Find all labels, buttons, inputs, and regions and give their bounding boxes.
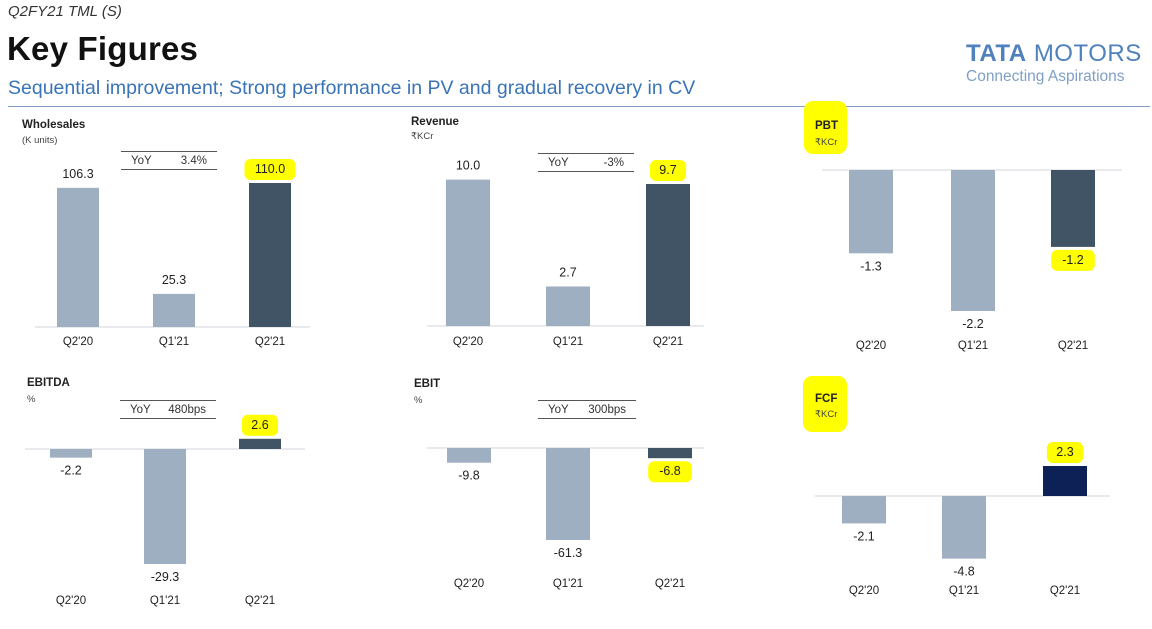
fcf-category-label-1: Q1'21 xyxy=(949,585,979,597)
ebitda-bar-2 xyxy=(239,438,281,449)
ebitda-category-label-1: Q1'21 xyxy=(150,595,180,607)
ebitda-value-label-2: 2.6 xyxy=(251,418,268,432)
revenue-category-label-1: Q1'21 xyxy=(553,336,583,348)
wholesales-category-label-1: Q1'21 xyxy=(159,336,189,348)
pbt-label-highlight-2 xyxy=(1051,249,1095,271)
fcf-title-highlight xyxy=(803,376,847,432)
revenue-bar-0 xyxy=(446,179,490,326)
ebit-category-label-0: Q2'20 xyxy=(454,578,484,590)
wholesales-title: Wholesales xyxy=(22,119,86,131)
revenue-title: Revenue xyxy=(411,116,459,128)
fcf-bar-2 xyxy=(1043,466,1087,496)
pbt-category-label-2: Q2'21 xyxy=(1058,340,1088,352)
ebitda-category-label-0: Q2'20 xyxy=(56,595,86,607)
fcf-value-label-1: -4.8 xyxy=(953,565,975,579)
revenue-yoy-box: YoY -3% xyxy=(538,153,634,172)
fcf-category-label-2: Q2'21 xyxy=(1050,585,1080,597)
ebit-category-label-1: Q1'21 xyxy=(553,578,583,590)
yoy-label: YoY xyxy=(130,404,151,416)
pbt-value-label-1: -2.2 xyxy=(962,317,984,331)
fcf-category-label-0: Q2'20 xyxy=(849,585,879,597)
fcf-bar-0 xyxy=(842,496,886,524)
ebit-title: EBIT xyxy=(414,378,441,390)
logo-brand-bold: TATA xyxy=(966,40,1027,67)
pbt-bar-2 xyxy=(1051,170,1095,247)
wholesales-category-label-2: Q2'21 xyxy=(255,336,285,348)
tata-motors-logo: TATA MOTORS xyxy=(966,40,1142,68)
ebitda-title: EBITDA xyxy=(27,377,70,389)
yoy-label: YoY xyxy=(548,404,569,416)
wholesales-unit: (K units) xyxy=(22,135,58,146)
pbt-value-label-2: -1.2 xyxy=(1062,253,1084,267)
wholesales-bar-2 xyxy=(249,183,291,327)
ebitda-unit: % xyxy=(27,394,36,405)
revenue-category-label-0: Q2'20 xyxy=(453,336,483,348)
ebit-value-label-2: -6.8 xyxy=(659,464,681,478)
revenue-value-label-2: 9.7 xyxy=(659,163,676,177)
pbt-bar-0 xyxy=(849,170,893,254)
ebit-label-highlight-2 xyxy=(648,461,692,483)
yoy-value: 480bps xyxy=(168,404,206,416)
ebit-value-label-1: -61.3 xyxy=(554,546,583,560)
wholesales-category-label-0: Q2'20 xyxy=(63,336,93,348)
ebit-bar-0 xyxy=(447,448,491,463)
fcf-value-label-2: 2.3 xyxy=(1056,445,1073,459)
revenue-value-label-0: 10.0 xyxy=(456,159,480,173)
pbt-category-label-1: Q1'21 xyxy=(958,340,988,352)
ebit-category-label-2: Q2'21 xyxy=(655,578,685,590)
yoy-label: YoY xyxy=(131,155,152,167)
revenue-bar-1 xyxy=(546,286,590,326)
report-tag: Q2FY21 TML (S) xyxy=(8,3,122,20)
pbt-unit: ₹KCr xyxy=(815,137,838,148)
fcf-bar-1 xyxy=(942,496,986,559)
revenue-label-highlight-2 xyxy=(649,160,687,181)
revenue-value-label-1: 2.7 xyxy=(559,265,576,279)
wholesales-value-label-2: 110.0 xyxy=(255,162,285,176)
pbt-category-label-0: Q2'20 xyxy=(856,340,886,352)
fcf-unit: ₹KCr xyxy=(815,409,838,420)
pbt-value-label-0: -1.3 xyxy=(860,259,882,273)
revenue-category-label-2: Q2'21 xyxy=(653,336,683,348)
yoy-value: 3.4% xyxy=(180,155,207,167)
ebit-bar-1 xyxy=(546,448,590,540)
fcf-title: FCF xyxy=(815,393,838,405)
revenue-unit: ₹KCr xyxy=(411,131,434,142)
ebitda-value-label-0: -2.2 xyxy=(60,464,82,478)
ebit-value-label-0: -9.8 xyxy=(458,469,480,483)
yoy-value: -3% xyxy=(603,157,624,169)
logo-brand-rest: MOTORS xyxy=(1033,40,1142,67)
pbt-title: PBT xyxy=(815,120,838,132)
yoy-value: 300bps xyxy=(588,404,626,416)
header-divider xyxy=(8,106,1150,107)
logo-tagline: Connecting Aspirations xyxy=(966,68,1125,85)
wholesales-yoy-box: YoY 3.4% xyxy=(121,151,217,170)
revenue-bar-2 xyxy=(646,184,690,326)
wholesales-bar-0 xyxy=(57,187,99,327)
yoy-label: YoY xyxy=(548,157,569,169)
ebitda-bar-0 xyxy=(50,449,92,458)
fcf-value-label-0: -2.1 xyxy=(853,529,875,543)
ebit-yoy-box: YoY 300bps xyxy=(538,400,636,419)
wholesales-value-label-0: 106.3 xyxy=(62,167,93,181)
ebitda-label-highlight-2 xyxy=(241,414,279,436)
wholesales-bar-1 xyxy=(153,293,195,327)
pbt-title-highlight xyxy=(804,101,847,154)
wholesales-label-highlight-2 xyxy=(244,159,296,180)
ebitda-bar-1 xyxy=(144,449,186,564)
fcf-label-highlight-2 xyxy=(1046,442,1084,463)
ebitda-value-label-1: -29.3 xyxy=(151,570,180,584)
ebit-bar-2 xyxy=(648,448,692,459)
ebitda-category-label-2: Q2'21 xyxy=(245,595,275,607)
ebit-unit: % xyxy=(414,395,423,406)
ebitda-yoy-box: YoY 480bps xyxy=(120,400,216,419)
page-title: Key Figures xyxy=(7,30,199,67)
wholesales-value-label-1: 25.3 xyxy=(162,273,186,287)
pbt-bar-1 xyxy=(951,170,995,311)
page-subtitle: Sequential improvement; Strong performan… xyxy=(8,77,696,99)
